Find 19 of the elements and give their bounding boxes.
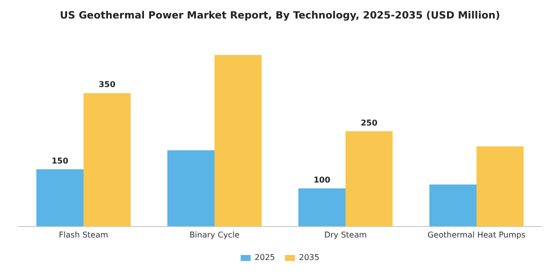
bar xyxy=(476,146,524,226)
data-label: 250 xyxy=(360,118,378,128)
legend-label: 2035 xyxy=(299,253,320,262)
bar xyxy=(167,150,214,226)
data-label: 350 xyxy=(98,80,116,90)
data-label: 150 xyxy=(52,156,69,166)
legend-label: 2025 xyxy=(254,253,275,262)
x-tick-label: Dry Steam xyxy=(324,230,367,240)
bar xyxy=(36,169,84,226)
bar xyxy=(84,93,131,226)
x-tick-label: Flash Steam xyxy=(58,230,108,240)
bar xyxy=(298,188,346,226)
bar xyxy=(214,55,262,226)
bar xyxy=(429,184,476,226)
data-label: 100 xyxy=(314,175,331,184)
x-tick-label: Binary Cycle xyxy=(189,230,240,240)
x-tick-label: Geothermal Heat Pumps xyxy=(427,230,526,240)
bar xyxy=(346,131,393,226)
chart-title: US Geothermal Power Market Report, By Technology, 2025-2035 (USD Million) xyxy=(60,10,500,22)
